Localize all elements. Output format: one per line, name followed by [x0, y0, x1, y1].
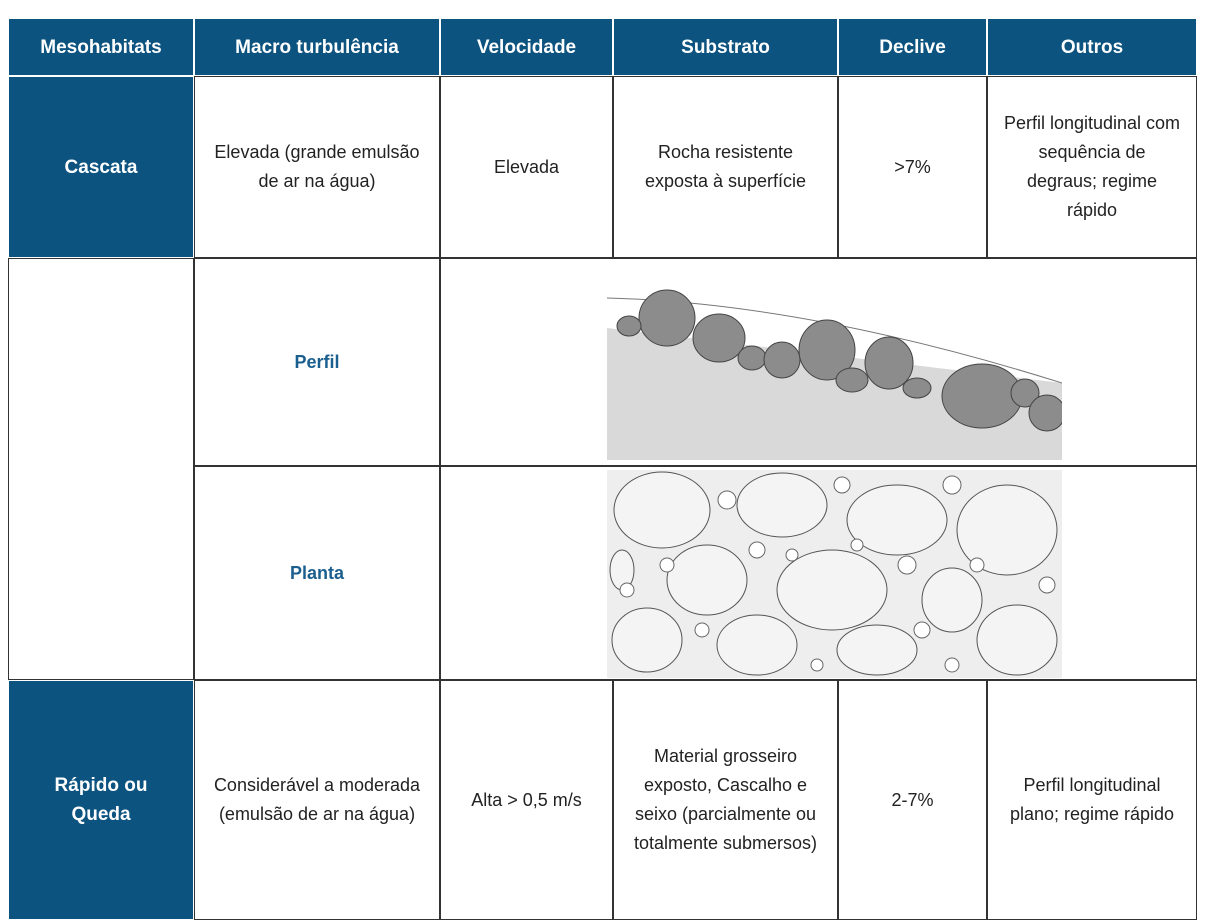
- column-header: Substrato: [613, 18, 838, 76]
- figure-cell: [440, 258, 1197, 466]
- column-header: Velocidade: [440, 18, 613, 76]
- column-header: Mesohabitats: [8, 18, 194, 76]
- column-header: Macro turbulência: [194, 18, 440, 76]
- table-cell: Perfil longitudinal com sequência de deg…: [987, 76, 1197, 258]
- table-cell: Considerável a moderada (emulsão de ar n…: [194, 680, 440, 920]
- column-header: Declive: [838, 18, 987, 76]
- column-header: Outros: [987, 18, 1197, 76]
- table-cell: >7%: [838, 76, 987, 258]
- table-cell: Perfil longitudinal plano; regime rápido: [987, 680, 1197, 920]
- figure-cell: [440, 466, 1197, 680]
- table-cell: Elevada: [440, 76, 613, 258]
- table-cell: 2-7%: [838, 680, 987, 920]
- profile-figure: [607, 289, 1062, 460]
- table-cell: Rocha resistente exposta à superfície: [613, 76, 838, 258]
- row-header: Rápido ou Queda: [8, 680, 194, 920]
- plan-figure: [607, 470, 1062, 678]
- empty-cell: [8, 258, 194, 680]
- stones: [609, 471, 1058, 676]
- figure-label: Perfil: [194, 258, 440, 466]
- row-header: Cascata: [8, 76, 194, 258]
- table-cell: Elevada (grande emulsão de ar na água): [194, 76, 440, 258]
- table-cell: Alta > 0,5 m/s: [440, 680, 613, 920]
- table-cell: Material grosseiro exposto, Cascalho e s…: [613, 680, 838, 920]
- figure-label: Planta: [194, 466, 440, 680]
- pebbles: [619, 475, 1056, 673]
- boulders: [616, 289, 1062, 432]
